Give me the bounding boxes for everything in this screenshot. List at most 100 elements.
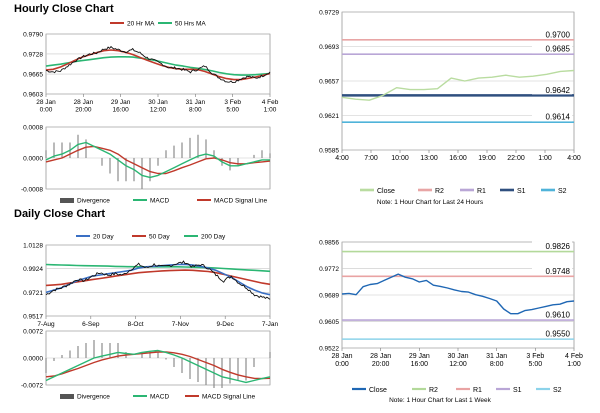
w1-legend-s2-label: S2 bbox=[553, 387, 562, 394]
w1-ytick: 0.9856 bbox=[319, 240, 339, 247]
h24-legend-r1-label: R1 bbox=[477, 188, 486, 195]
daily-xtick: 9-Dec bbox=[217, 321, 235, 328]
daily-xtick: 7-Jan bbox=[262, 321, 279, 328]
h24-xtick: 16:00 bbox=[449, 155, 467, 162]
h24-level-label-s1: 0.9642 bbox=[546, 86, 571, 95]
h24-xtick: 13:00 bbox=[420, 155, 438, 162]
hourly-xtick: 5:00 bbox=[226, 107, 239, 114]
hourly-xtick: 4 Feb bbox=[262, 99, 279, 106]
w1-xtick: 12:00 bbox=[449, 361, 467, 368]
hourly-20hr-ma-line bbox=[45, 49, 271, 81]
h24-ytick: 0.9729 bbox=[319, 10, 339, 17]
w1-level-label-s2: 0.9550 bbox=[546, 330, 571, 339]
w1-xtick: 28 Jan bbox=[370, 353, 391, 360]
w1-xtick: 29 Jan bbox=[409, 353, 430, 360]
hourly-xtick: 16:00 bbox=[113, 107, 130, 114]
w1-level-label-bg bbox=[532, 266, 572, 276]
w1-xtick: 31 Jan bbox=[486, 353, 507, 360]
daily-50day-line bbox=[45, 269, 271, 287]
hourly-legend-divergence-label: Divergence bbox=[77, 198, 110, 205]
hourly-legend-50hr-label: 50 Hrs MA bbox=[175, 21, 206, 28]
daily-xtick: 7-Nov bbox=[172, 321, 190, 328]
daily-ytick: 0.9924 bbox=[23, 266, 43, 273]
h24-close-line bbox=[341, 69, 575, 101]
h24-level-label-bg bbox=[532, 44, 572, 54]
h24-ytick: 0.9585 bbox=[319, 148, 339, 155]
w1-xtick: 3 Feb bbox=[526, 353, 544, 360]
hourly-ytick: 0.9665 bbox=[23, 72, 43, 79]
hourly-xtick: 29 Jan bbox=[111, 99, 131, 106]
w1-ytick: 0.9605 bbox=[319, 319, 339, 326]
h24-xtick: 7:00 bbox=[364, 155, 378, 162]
daily-section-title: Daily Close Chart bbox=[14, 208, 106, 220]
hourly-macd-ytick: -0.0008 bbox=[21, 187, 43, 194]
h24-level-label-bg bbox=[532, 85, 572, 95]
w1-level-label-s1: 0.9610 bbox=[546, 311, 571, 320]
daily-xtick: 8-Oct bbox=[128, 321, 144, 328]
w1-legend-r2-label: R2 bbox=[429, 387, 438, 394]
daily-legend-signal-label: MACD Signal Line bbox=[202, 394, 255, 401]
w1-legend-r1-label: R1 bbox=[473, 387, 482, 394]
hourly-macd-signal-line bbox=[45, 145, 271, 175]
h24-level-label-bg bbox=[532, 29, 572, 39]
h24-xtick: 19:00 bbox=[478, 155, 496, 162]
w1-legend-close-label: Close bbox=[369, 387, 387, 394]
hourly-macd-line bbox=[45, 141, 270, 179]
w1-ytick: 0.9689 bbox=[319, 293, 339, 300]
h24-xtick: 22:00 bbox=[507, 155, 525, 162]
daily-macd-ytick: 0.0072 bbox=[23, 329, 43, 336]
w1-level-label-r2: 0.9826 bbox=[546, 242, 571, 251]
w1-legend-s1-label: S1 bbox=[513, 387, 522, 394]
h24-ytick: 0.9621 bbox=[319, 113, 339, 120]
daily-macd-line bbox=[45, 349, 271, 384]
daily-macd-signal-line bbox=[45, 351, 271, 380]
h24-xtick: 4:00 bbox=[567, 155, 581, 162]
hourly-legend-divergence-swatch bbox=[60, 198, 74, 203]
h24-level-label-r1: 0.9685 bbox=[546, 45, 571, 54]
w1-level-label-bg bbox=[532, 329, 572, 339]
hourly-section-title: Hourly Close Chart bbox=[14, 3, 114, 15]
h24-ytick: 0.9657 bbox=[319, 79, 339, 86]
w1-xtick: 5:00 bbox=[529, 361, 543, 368]
h24-note: Note: 1 Hour Chart for Last 24 Hours bbox=[377, 199, 484, 206]
hourly-xtick: 8:00 bbox=[189, 107, 202, 114]
daily-ytick: 0.9721 bbox=[23, 290, 43, 297]
daily-legend-divergence-swatch bbox=[60, 394, 74, 399]
daily-legend-20day-label: 20 Day bbox=[93, 234, 114, 241]
hourly-xtick: 12:00 bbox=[150, 107, 167, 114]
h24-legend-s1-label: S1 bbox=[517, 188, 526, 195]
w1-xtick: 20:00 bbox=[372, 361, 390, 368]
daily-close-line bbox=[45, 260, 271, 300]
daily-legend-50day-label: 50 Day bbox=[149, 234, 170, 241]
daily-ytick: 0.9517 bbox=[23, 314, 43, 321]
w1-xtick: 4 Feb bbox=[565, 353, 583, 360]
hourly-legend-20hr-label: 20 Hr MA bbox=[127, 21, 155, 28]
hourly-xtick: 3 Feb bbox=[224, 99, 241, 106]
hourly-close-line bbox=[45, 45, 271, 84]
hourly-ytick: 0.9728 bbox=[23, 51, 43, 58]
daily-xtick: 7-Aug bbox=[37, 321, 55, 328]
w1-xtick: 16:00 bbox=[411, 361, 429, 368]
daily-legend-divergence-label: Divergence bbox=[77, 394, 110, 401]
w1-xtick: 1:00 bbox=[567, 361, 581, 368]
daily-xtick: 6-Sep bbox=[82, 321, 100, 328]
w1-close-line bbox=[341, 273, 575, 315]
w1-ytick: 0.9522 bbox=[319, 346, 339, 353]
hourly-xtick: 0:00 bbox=[40, 107, 53, 114]
daily-ytick: 1.0128 bbox=[23, 243, 43, 250]
h24-legend-s2-label: S2 bbox=[558, 188, 567, 195]
w1-level-label-bg bbox=[532, 310, 572, 320]
h24-level-label-s2: 0.9614 bbox=[546, 113, 571, 122]
h24-xtick: 10:00 bbox=[391, 155, 409, 162]
daily-legend-macd-label: MACD bbox=[150, 394, 169, 401]
w1-xtick: 0:00 bbox=[335, 361, 349, 368]
hourly-ytick: 0.9790 bbox=[23, 32, 43, 39]
h24-xtick: 1:00 bbox=[538, 155, 552, 162]
hourly-xtick: 30 Jan bbox=[148, 99, 168, 106]
hourly-50hr-ma-line bbox=[45, 55, 271, 76]
hourly-ytick: 0.9603 bbox=[23, 92, 43, 99]
hourly-xtick: 31 Jan bbox=[186, 99, 206, 106]
w1-xtick: 28 Jan bbox=[331, 353, 352, 360]
h24-level-label-bg bbox=[532, 112, 572, 122]
